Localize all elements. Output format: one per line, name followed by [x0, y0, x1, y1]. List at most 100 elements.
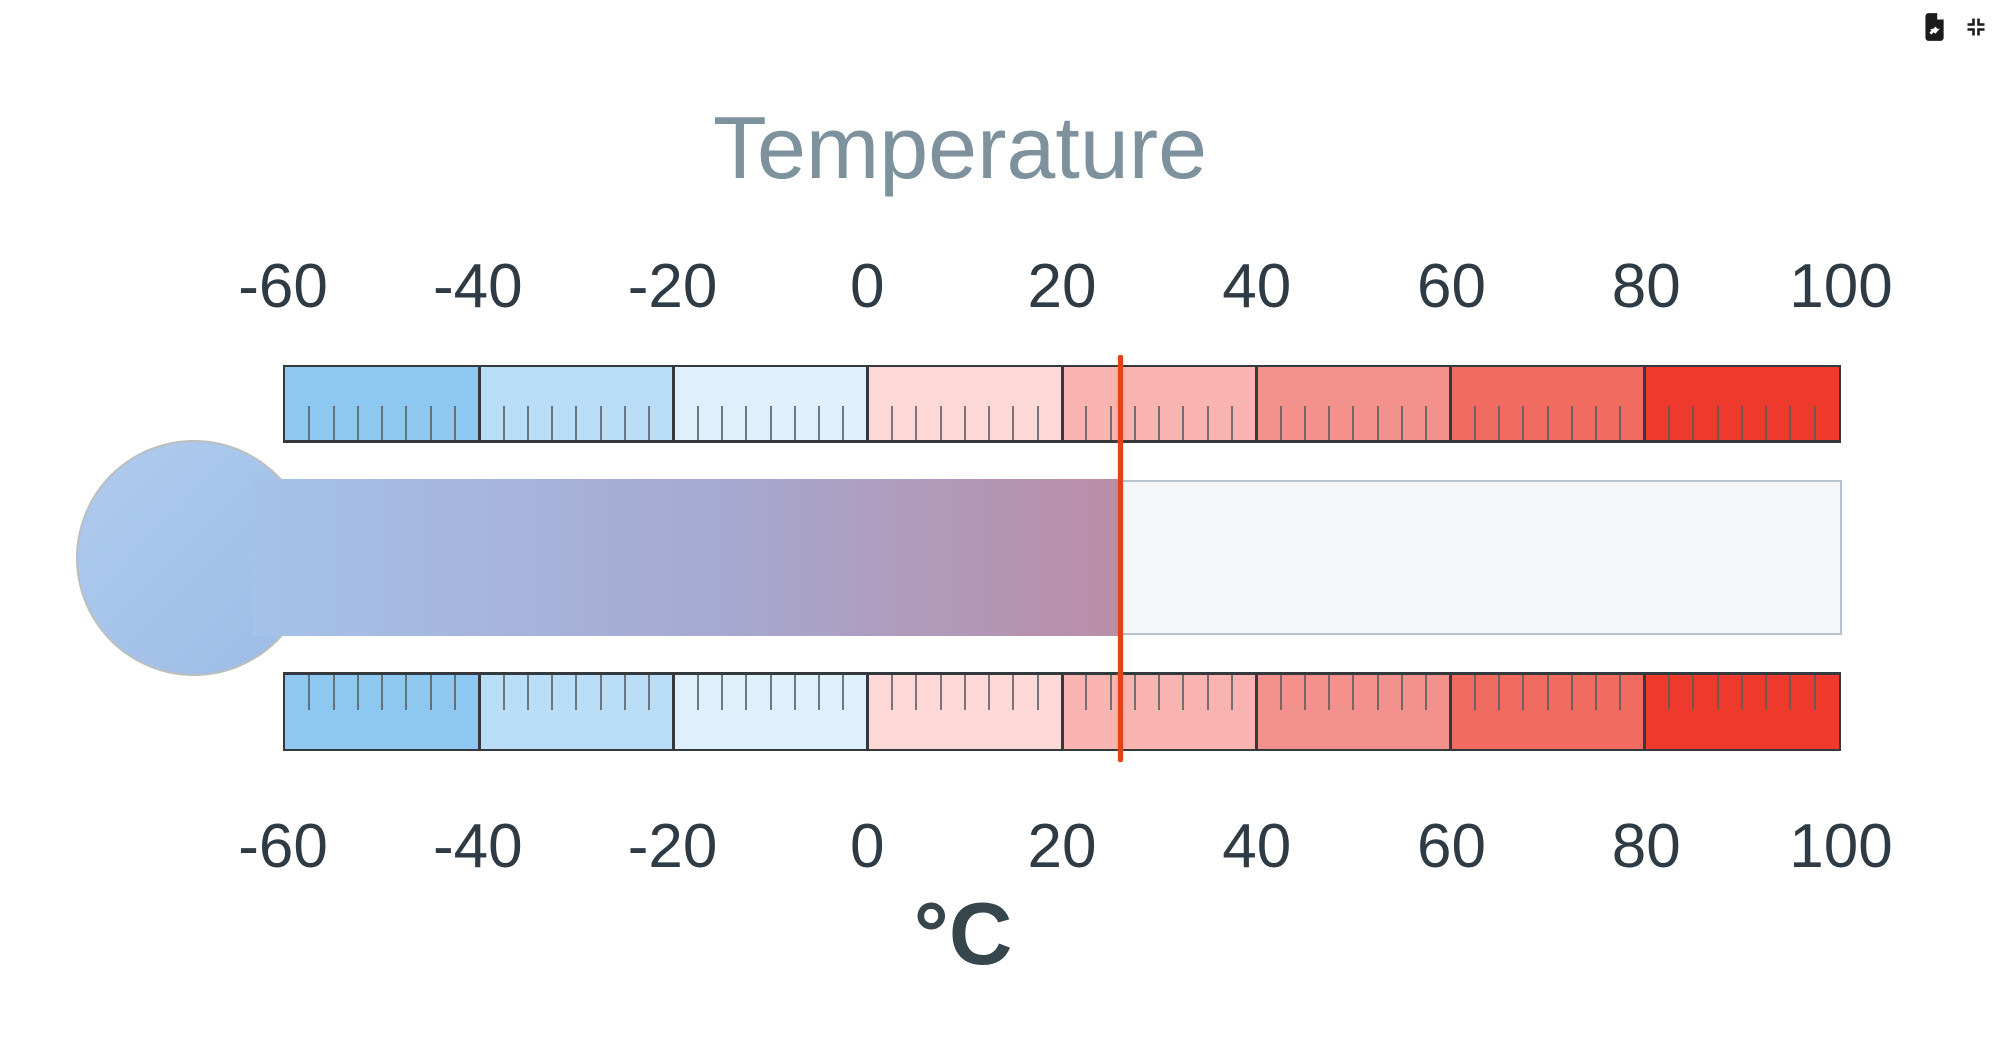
- thermometer-fluid: [253, 479, 1121, 636]
- scale-bar-top: [283, 365, 1841, 443]
- minor-tick: [939, 405, 942, 440]
- axis-tick-label: -20: [627, 252, 718, 321]
- minor-tick: [575, 675, 578, 710]
- minor-tick: [939, 675, 942, 710]
- minor-tick: [1206, 405, 1209, 440]
- axis-labels-bottom: -60 -40 -20 0 20 40 60 80 100: [238, 812, 1893, 881]
- minor-tick: [453, 405, 456, 440]
- minor-tick: [1109, 675, 1112, 710]
- axis-tick-label: 20: [1027, 252, 1097, 321]
- minor-tick: [502, 405, 505, 440]
- minor-tick: [381, 675, 384, 710]
- axis-tick-label: 20: [1027, 812, 1097, 881]
- major-tick-line: [1060, 675, 1064, 749]
- minor-tick: [551, 405, 554, 440]
- chart-corner-controls: [1920, 12, 1990, 42]
- compress-icon-svg: [1967, 18, 1985, 36]
- minor-tick: [818, 675, 821, 710]
- minor-tick: [405, 405, 408, 440]
- minor-tick: [745, 405, 748, 440]
- minor-tick: [1740, 405, 1743, 440]
- minor-tick: [1376, 405, 1379, 440]
- axis-tick-label: 0: [850, 812, 885, 881]
- minor-tick: [551, 675, 554, 710]
- minor-tick: [1230, 675, 1233, 710]
- minor-tick: [1522, 405, 1525, 440]
- major-tick-line: [477, 367, 481, 440]
- minor-tick: [1352, 405, 1355, 440]
- minor-tick: [356, 675, 359, 710]
- minor-tick: [891, 675, 894, 710]
- minor-tick: [1570, 675, 1573, 710]
- axis-tick-label: 40: [1222, 252, 1292, 321]
- minor-tick: [526, 675, 529, 710]
- minor-tick: [1158, 405, 1161, 440]
- minor-tick: [1328, 675, 1331, 710]
- minor-tick: [1473, 675, 1476, 710]
- minor-tick: [1740, 675, 1743, 710]
- minor-tick: [381, 405, 384, 440]
- axis-tick-label: -40: [432, 812, 523, 881]
- minor-tick: [988, 405, 991, 440]
- minor-tick: [1303, 405, 1306, 440]
- minor-tick: [1546, 405, 1549, 440]
- minor-tick: [1546, 675, 1549, 710]
- axis-tick-label: 60: [1417, 252, 1486, 321]
- minor-tick: [1352, 675, 1355, 710]
- minor-tick: [1570, 405, 1573, 440]
- major-tick-line: [672, 367, 675, 440]
- minor-tick: [1133, 405, 1136, 440]
- chart-title: Temperature: [712, 98, 1208, 197]
- major-tick-line: [866, 367, 870, 440]
- minor-tick: [1813, 675, 1816, 710]
- axis-tick-label: 100: [1789, 812, 1893, 881]
- minor-tick: [1279, 675, 1282, 710]
- minor-tick: [963, 675, 966, 710]
- minor-tick: [696, 405, 699, 440]
- minor-tick: [1182, 675, 1185, 710]
- minor-tick: [1619, 675, 1622, 710]
- minor-tick: [1400, 405, 1403, 440]
- export-file-icon-svg: [1925, 13, 1944, 41]
- minor-tick: [842, 405, 845, 440]
- axis-tick-label: -60: [238, 812, 328, 881]
- minor-tick: [1668, 405, 1671, 440]
- minor-tick: [1668, 675, 1671, 710]
- minor-tick: [1765, 675, 1768, 710]
- major-tick-line: [1254, 675, 1258, 749]
- export-file-icon[interactable]: [1920, 12, 1948, 42]
- minor-tick: [1085, 405, 1088, 440]
- axis-tick-label: 80: [1611, 252, 1681, 321]
- minor-tick: [1619, 405, 1622, 440]
- major-tick-line: [866, 675, 870, 749]
- minor-tick: [793, 405, 796, 440]
- minor-tick: [1133, 675, 1136, 710]
- minor-tick: [1692, 675, 1695, 710]
- minor-tick: [1085, 675, 1088, 710]
- minor-tick: [1716, 405, 1719, 440]
- minor-tick: [793, 675, 796, 710]
- minor-tick: [1765, 405, 1768, 440]
- minor-tick: [623, 405, 626, 440]
- major-tick-line: [1643, 675, 1647, 749]
- minor-tick: [1473, 405, 1476, 440]
- axis-tick-label: 80: [1611, 812, 1681, 881]
- minor-tick: [1813, 405, 1816, 440]
- minor-tick: [1425, 405, 1428, 440]
- axis-tick-label: 100: [1789, 252, 1893, 321]
- value-indicator-line: [1117, 355, 1123, 762]
- minor-tick: [1595, 405, 1598, 440]
- minor-tick: [721, 675, 724, 710]
- minor-tick: [575, 405, 578, 440]
- scale-bar-bottom: [283, 672, 1841, 751]
- minor-tick: [1692, 405, 1695, 440]
- compress-icon[interactable]: [1962, 12, 1990, 42]
- major-tick-line: [672, 675, 675, 749]
- minor-tick: [1012, 675, 1015, 710]
- minor-tick: [988, 675, 991, 710]
- unit-label: °C: [913, 884, 1013, 983]
- minor-tick: [1303, 675, 1306, 710]
- minor-tick: [1789, 675, 1792, 710]
- minor-tick: [429, 405, 432, 440]
